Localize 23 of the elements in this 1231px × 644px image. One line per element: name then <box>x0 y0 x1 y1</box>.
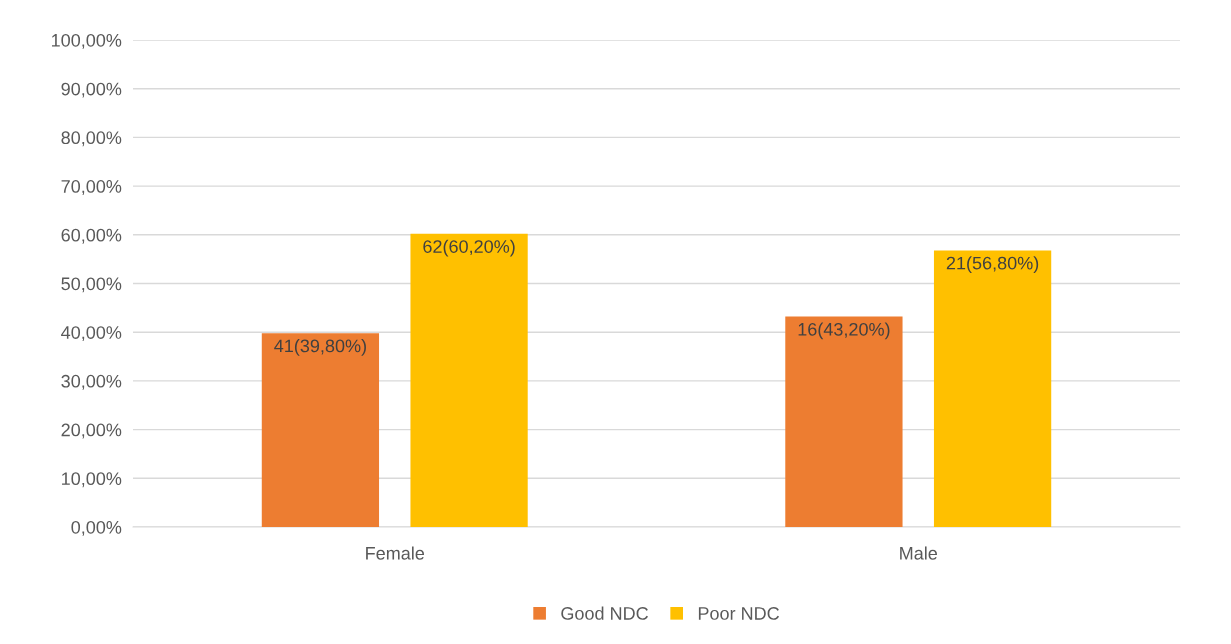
bar <box>261 333 380 527</box>
y-tick-label: 0,00% <box>71 520 122 536</box>
data-label: 21(56,80%) <box>946 256 1039 274</box>
y-tick-label: 90,00% <box>61 82 122 98</box>
y-tick-label: 70,00% <box>61 180 122 195</box>
bar <box>933 250 1052 527</box>
x-tick-label: Male <box>900 546 938 560</box>
bar <box>785 316 903 527</box>
y-tick-label: 30,00% <box>61 374 122 390</box>
legend-label: Poor NDC <box>698 607 780 620</box>
y-tick-label: 50,00% <box>61 277 122 293</box>
x-tick-label: Female <box>366 546 425 560</box>
y-tick-label: 100,00% <box>51 33 122 49</box>
y-tick-label: 40,00% <box>61 326 122 342</box>
y-tick-label: 10,00% <box>62 472 122 488</box>
data-label: 62(60,20%) <box>423 239 515 257</box>
data-label: 41(39,80%) <box>274 339 366 356</box>
bar <box>410 233 528 527</box>
y-tick-label: 60,00% <box>61 228 122 244</box>
legend-label: Good NDC <box>561 606 648 620</box>
y-tick-label: 20,00% <box>61 423 122 439</box>
data-label: 16(43,20%) <box>798 322 890 340</box>
y-tick-label: 80,00% <box>61 131 122 147</box>
